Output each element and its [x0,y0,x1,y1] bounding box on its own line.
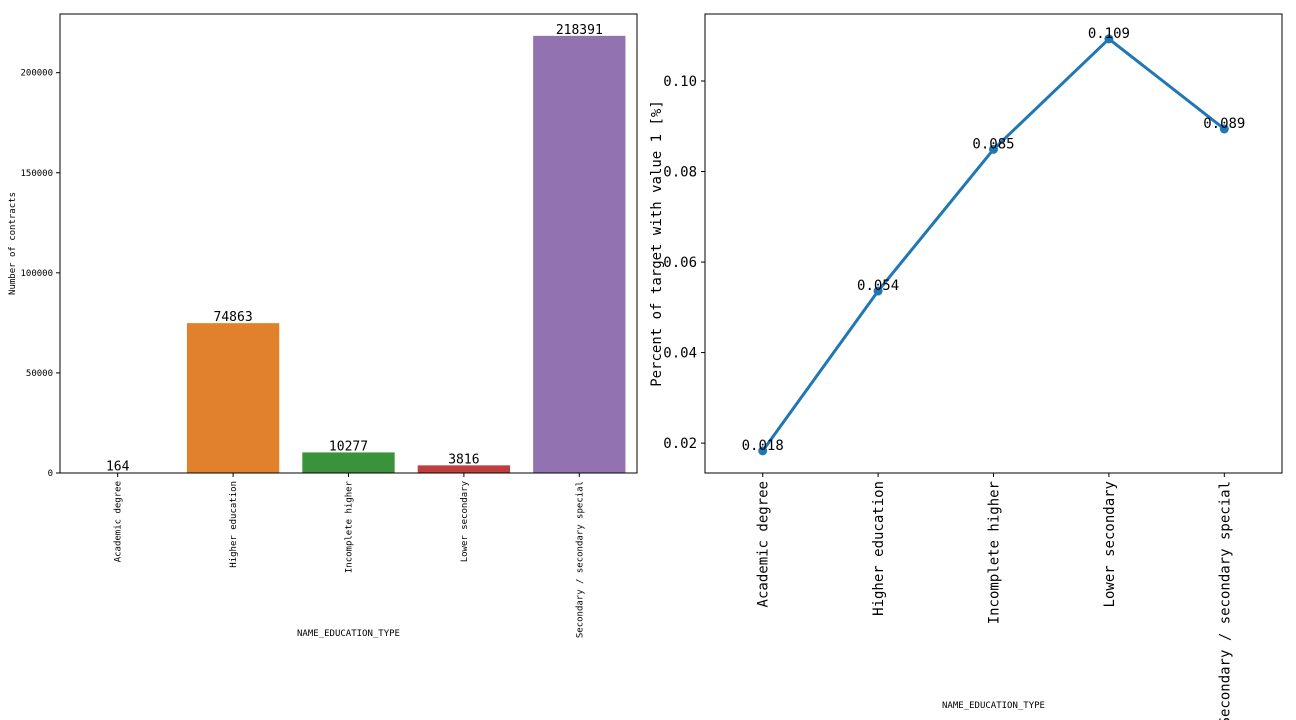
line-y-tick-label: 0.06 [663,255,697,271]
data-point [1104,34,1114,44]
line-x-tick-label: Secondary / secondary special [1217,481,1233,720]
data-point [758,446,768,456]
line-x-tick-label: Higher education [871,481,887,616]
point-value-label: 0.109 [1088,26,1130,42]
bar-x-axis-label: NAME_EDUCATION_TYPE [297,629,400,639]
bar-y-axis: 0 50000 100000 150000 200000 [20,69,60,479]
point-value-label: 0.085 [972,136,1014,152]
bar-y-tick-label: 100000 [20,269,53,279]
bar-value-label: 218391 [556,23,603,38]
line-value-labels: 0.018 0.054 0.085 0.109 0.089 [742,26,1246,454]
bar-y-tick-label: 200000 [20,69,53,79]
bar [417,465,511,473]
bar-value-label: 10277 [329,439,368,454]
line-y-axis: 0.02 0.04 0.06 0.08 0.10 [663,74,705,452]
bar-x-tick-label: Lower secondary [460,480,470,562]
bar-x-axis: Academic degree Higher education Incomplet… [114,473,585,638]
line-x-axis-label: NAME_EDUCATION_TYPE [942,701,1045,711]
bar-value-labels: 164 74863 10277 3816 218391 [106,23,603,475]
bar-x-tick-label: Secondary / secondary special [575,481,585,638]
bar-marks [71,35,626,474]
bar [533,35,626,474]
point-value-label: 0.018 [742,438,784,454]
line-x-tick-label: Academic degree [756,481,772,607]
bar-value-label: 3816 [448,452,479,467]
point-value-label: 0.089 [1203,116,1245,132]
line-x-tick-label: Lower secondary [1102,481,1118,607]
line-x-tick-label: Incomplete higher [987,481,1003,624]
data-point [989,144,998,154]
bar-y-axis-label: Number of contracts [8,192,18,295]
bar [186,323,280,473]
data-point [1219,124,1229,134]
bar-x-tick-label: Incomplete higher [345,480,355,573]
bar-chart: 164 74863 10277 3816 218391 0 50000 100000 1500… [8,13,638,639]
bar-x-tick-label: Academic degree [114,481,124,562]
line-y-tick-label: 0.04 [663,346,697,362]
bar-value-label: 164 [106,460,130,475]
point-value-label: 0.054 [857,278,899,294]
line-y-axis-label: Percent of target with value 1 [%] [649,100,665,387]
bar [302,452,395,473]
line-marks [758,34,1229,456]
line-x-axis: Academic degree Higher education Incomplet… [756,473,1233,720]
bar-y-tick-label: 50000 [26,369,53,379]
bar-y-tick-label: 0 [48,469,53,479]
bar-value-label: 74863 [214,310,253,325]
bar-x-tick-label: Higher education [229,481,239,568]
data-point [873,286,883,296]
line-y-tick-label: 0.08 [663,165,697,181]
line-y-tick-label: 0.10 [663,74,697,90]
line-y-tick-label: 0.02 [663,436,697,452]
bar-y-tick-label: 150000 [20,169,53,179]
